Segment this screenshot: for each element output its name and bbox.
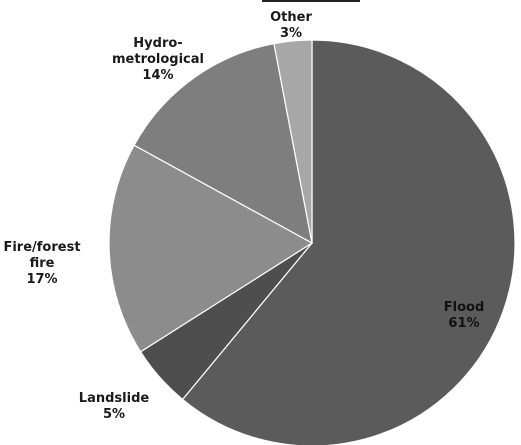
slice-name-fire-forest-fire-line1: Fire/forest	[3, 240, 81, 255]
slice-label-hydro-metrological: Hydro- metrological 14%	[112, 36, 204, 84]
slice-label-other: Other 3%	[270, 10, 312, 42]
pie-slices	[108, 39, 516, 445]
slice-name-hydro-metrological-line1: Hydro-	[133, 36, 183, 51]
top-rule	[262, 0, 360, 2]
slice-name-other: Other	[270, 10, 312, 25]
pie-slice-fire-forest-fire	[108, 144, 314, 353]
pie-slice-flood	[181, 39, 516, 445]
pie-slice-other	[273, 39, 313, 244]
pie-slice-hydro-metrological	[133, 42, 313, 245]
slice-value-fire-forest-fire: 17%	[26, 272, 58, 287]
slice-label-landslide: Landslide 5%	[79, 391, 149, 423]
slice-name-hydro-metrological-line2: metrological	[111, 52, 205, 67]
slice-name-landslide: Landslide	[78, 391, 150, 406]
slice-label-fire-forest-fire: Fire/forest fire 17%	[3, 240, 80, 288]
slice-name-fire-forest-fire-line2: fire	[29, 256, 55, 271]
slice-value-flood: 61%	[448, 316, 480, 331]
slice-value-other: 3%	[279, 26, 303, 41]
slice-name-flood: Flood	[443, 300, 485, 315]
slice-value-hydro-metrological: 14%	[142, 68, 174, 83]
slice-label-flood: Flood 61%	[444, 300, 485, 332]
slice-value-landslide: 5%	[102, 407, 126, 422]
